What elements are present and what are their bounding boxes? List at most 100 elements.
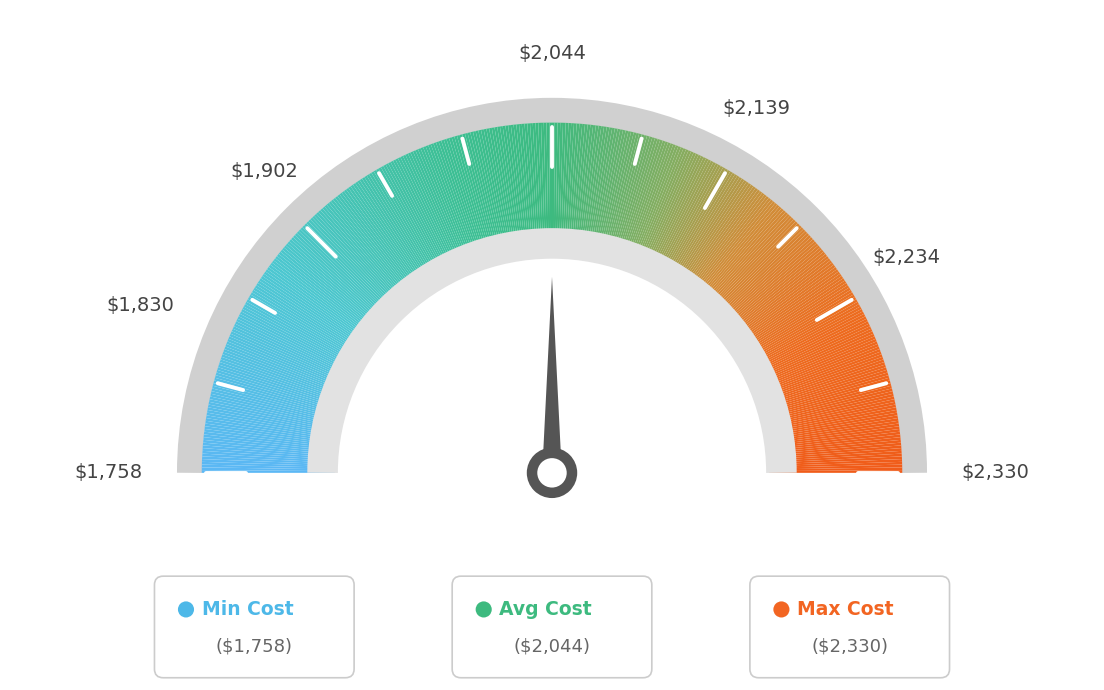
Wedge shape — [353, 183, 429, 294]
Wedge shape — [473, 131, 505, 262]
Wedge shape — [611, 136, 650, 264]
Wedge shape — [721, 252, 826, 337]
Wedge shape — [581, 126, 602, 258]
Wedge shape — [287, 241, 389, 331]
Wedge shape — [709, 231, 807, 324]
Wedge shape — [745, 314, 866, 376]
Wedge shape — [750, 328, 872, 385]
Wedge shape — [223, 349, 349, 397]
Wedge shape — [652, 162, 715, 281]
Wedge shape — [367, 174, 438, 288]
Wedge shape — [220, 359, 347, 404]
Wedge shape — [694, 208, 784, 310]
Wedge shape — [264, 271, 374, 349]
Wedge shape — [766, 418, 899, 440]
Wedge shape — [289, 239, 390, 329]
Polygon shape — [542, 277, 562, 473]
Wedge shape — [502, 126, 523, 258]
Wedge shape — [765, 402, 895, 431]
Wedge shape — [423, 146, 474, 271]
Wedge shape — [645, 156, 703, 277]
Wedge shape — [739, 295, 854, 364]
Wedge shape — [769, 464, 902, 469]
Wedge shape — [298, 229, 396, 323]
Wedge shape — [215, 373, 344, 412]
Wedge shape — [202, 467, 335, 471]
Wedge shape — [257, 281, 371, 355]
Wedge shape — [421, 147, 473, 272]
Text: Avg Cost: Avg Cost — [499, 600, 592, 619]
Wedge shape — [767, 421, 899, 442]
Wedge shape — [767, 429, 900, 447]
Wedge shape — [719, 248, 821, 335]
Wedge shape — [667, 176, 740, 290]
Wedge shape — [681, 191, 762, 299]
Wedge shape — [513, 124, 530, 257]
Wedge shape — [231, 331, 353, 386]
Wedge shape — [237, 316, 358, 377]
Wedge shape — [250, 295, 365, 364]
Wedge shape — [465, 133, 500, 262]
Wedge shape — [768, 437, 901, 453]
Wedge shape — [202, 459, 335, 466]
Wedge shape — [263, 274, 373, 351]
Wedge shape — [619, 140, 662, 267]
Wedge shape — [707, 227, 804, 322]
Wedge shape — [768, 448, 902, 460]
Text: $2,044: $2,044 — [518, 44, 586, 63]
Text: $1,758: $1,758 — [74, 464, 142, 482]
Wedge shape — [219, 364, 346, 407]
Wedge shape — [714, 239, 815, 329]
Wedge shape — [730, 271, 840, 349]
Wedge shape — [567, 124, 580, 257]
Text: ($2,330): ($2,330) — [811, 638, 889, 656]
Wedge shape — [481, 129, 510, 260]
Wedge shape — [752, 334, 874, 388]
Wedge shape — [697, 212, 788, 313]
Wedge shape — [232, 328, 354, 385]
Wedge shape — [243, 306, 361, 371]
Wedge shape — [580, 126, 598, 257]
Wedge shape — [662, 171, 733, 287]
Wedge shape — [463, 134, 498, 263]
Wedge shape — [569, 124, 582, 257]
Wedge shape — [541, 123, 546, 256]
Wedge shape — [550, 123, 552, 256]
Wedge shape — [657, 166, 723, 284]
Wedge shape — [246, 299, 363, 366]
Wedge shape — [446, 138, 488, 266]
Wedge shape — [272, 260, 380, 342]
Wedge shape — [723, 258, 830, 341]
Wedge shape — [731, 274, 841, 351]
Wedge shape — [517, 124, 531, 257]
Wedge shape — [205, 421, 337, 442]
Wedge shape — [574, 124, 591, 257]
Wedge shape — [397, 157, 458, 278]
Wedge shape — [698, 214, 789, 313]
Wedge shape — [666, 174, 737, 288]
Wedge shape — [212, 386, 341, 420]
Circle shape — [527, 448, 577, 498]
Wedge shape — [318, 210, 408, 311]
Wedge shape — [524, 124, 537, 257]
Wedge shape — [677, 186, 755, 296]
Wedge shape — [722, 256, 829, 339]
Wedge shape — [203, 435, 336, 451]
Wedge shape — [700, 216, 792, 315]
Wedge shape — [310, 217, 403, 316]
Wedge shape — [756, 354, 882, 401]
Wedge shape — [701, 217, 794, 316]
Wedge shape — [765, 407, 896, 434]
Wedge shape — [331, 199, 416, 304]
Wedge shape — [720, 250, 824, 336]
Wedge shape — [206, 413, 338, 437]
Wedge shape — [680, 190, 760, 298]
Wedge shape — [603, 132, 636, 262]
Wedge shape — [241, 309, 360, 373]
Wedge shape — [710, 233, 809, 326]
Wedge shape — [734, 283, 848, 357]
Wedge shape — [268, 265, 378, 345]
Wedge shape — [229, 336, 352, 390]
Text: Min Cost: Min Cost — [202, 600, 294, 619]
Wedge shape — [203, 440, 336, 454]
